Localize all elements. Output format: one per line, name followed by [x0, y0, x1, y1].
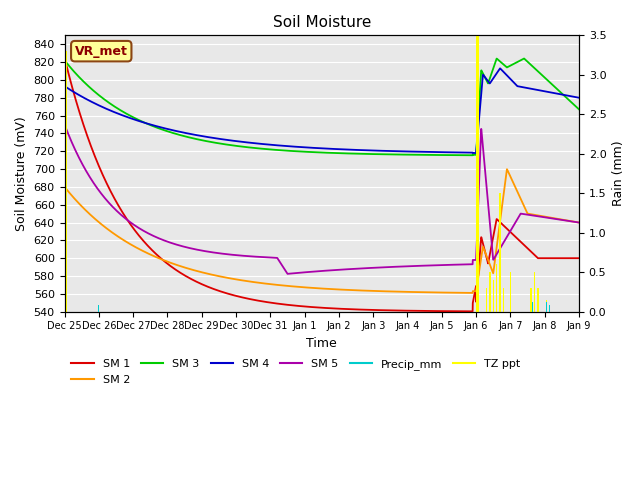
Bar: [496, 264, 497, 312]
Bar: [509, 272, 511, 312]
Bar: [503, 288, 504, 312]
Bar: [546, 302, 547, 312]
Text: VR_met: VR_met: [75, 45, 128, 58]
Bar: [532, 302, 533, 312]
Bar: [493, 280, 494, 312]
Bar: [489, 272, 490, 312]
Bar: [499, 193, 501, 312]
Bar: [546, 300, 547, 312]
Bar: [65, 51, 67, 312]
X-axis label: Time: Time: [307, 337, 337, 350]
Bar: [537, 288, 538, 312]
Bar: [549, 305, 550, 312]
Title: Soil Moisture: Soil Moisture: [273, 15, 371, 30]
Y-axis label: Rain (mm): Rain (mm): [612, 141, 625, 206]
Bar: [534, 272, 535, 312]
Bar: [486, 288, 487, 312]
Bar: [530, 288, 532, 312]
Y-axis label: Soil Moisture (mV): Soil Moisture (mV): [15, 116, 28, 231]
Legend: SM 1, SM 2, SM 3, SM 4, SM 5, Precip_mm, TZ ppt: SM 1, SM 2, SM 3, SM 4, SM 5, Precip_mm,…: [67, 355, 525, 389]
Bar: [477, 36, 479, 312]
